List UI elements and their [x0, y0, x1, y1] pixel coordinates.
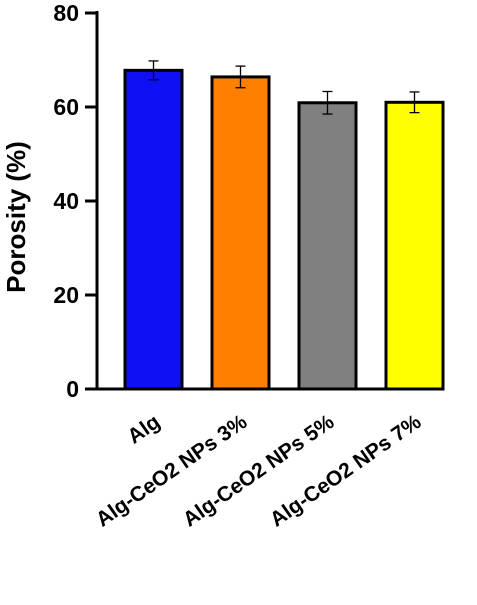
y-axis-title: Porosity (%) — [1, 141, 31, 293]
bar — [123, 68, 184, 391]
y-tick-label: 80 — [53, 0, 79, 26]
error-bars — [148, 60, 420, 115]
bar — [210, 75, 271, 391]
x-category-label: Alg — [123, 410, 164, 448]
y-tick-label: 0 — [66, 376, 79, 402]
bars — [123, 68, 445, 391]
y-tick-label: 60 — [53, 94, 79, 120]
x-category-label: Alg-CeO2 NPs 7% — [266, 410, 426, 531]
x-category-label: Alg-CeO2 NPs 5% — [179, 410, 339, 531]
y-tick-label: 20 — [53, 282, 79, 308]
bar — [297, 101, 358, 391]
y-tick-label: 40 — [53, 188, 79, 214]
bar — [384, 100, 445, 391]
y-axis-ticks: 0 20 40 60 80 — [53, 0, 97, 402]
x-category-label: Alg-CeO2 NPs 3% — [92, 410, 252, 531]
